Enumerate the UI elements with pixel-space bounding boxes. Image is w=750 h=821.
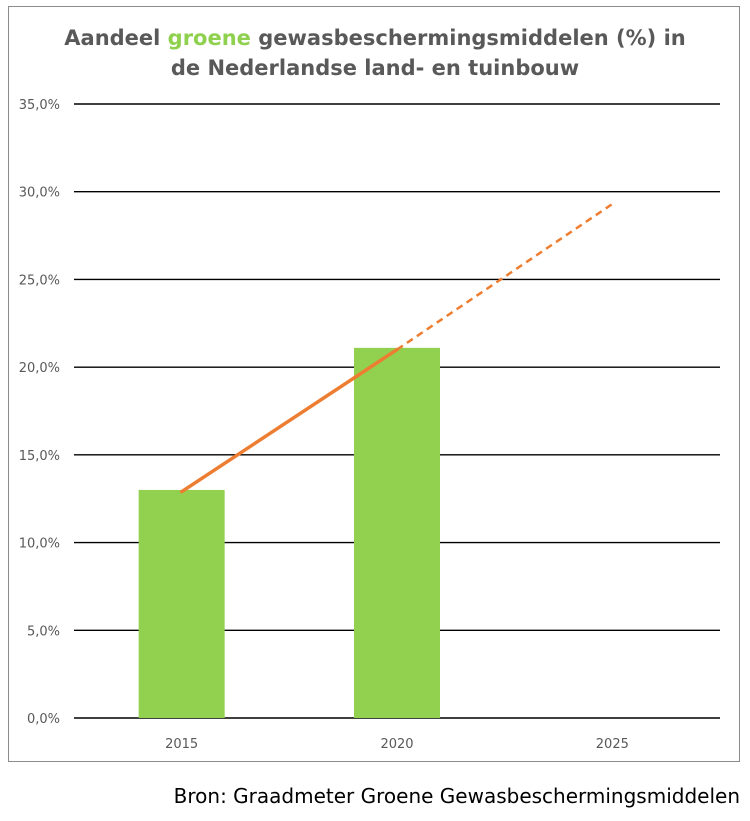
- y-tick-label: 20,0%: [19, 361, 60, 376]
- chart-plot: 0,0% 5,0% 10,0% 15,0% 20,0% 25,0% 30,0% 35,0% 20…: [19, 98, 720, 752]
- chart-title: Aandeel groene gewasbeschermingsmiddelen…: [9, 23, 741, 83]
- y-tick-label: 25,0%: [19, 273, 60, 288]
- bar-2015: [138, 489, 225, 718]
- title-highlight: groene: [167, 26, 251, 50]
- trendline-dashed: [396, 202, 614, 351]
- title-line1-before: Aandeel: [64, 26, 168, 50]
- x-tick-label: 2025: [596, 737, 629, 752]
- y-tick-label: 35,0%: [19, 98, 60, 113]
- bar-2020: [354, 347, 440, 718]
- x-tick-label: 2015: [165, 737, 198, 752]
- y-tick-label: 5,0%: [27, 624, 60, 639]
- x-tick-label: 2020: [380, 737, 413, 752]
- title-line1-after: gewasbeschermingsmiddelen (%) in: [250, 26, 686, 50]
- y-tick-label: 30,0%: [19, 186, 60, 201]
- trendline-solid: [179, 347, 399, 494]
- y-tick-label: 10,0%: [19, 537, 60, 552]
- title-line2: de Nederlandse land- en tuinbouw: [170, 56, 580, 80]
- y-tick-label: 0,0%: [27, 712, 60, 727]
- source-caption: Bron: Graadmeter Groene Gewasbescherming…: [173, 784, 740, 808]
- y-tick-label: 15,0%: [19, 449, 60, 464]
